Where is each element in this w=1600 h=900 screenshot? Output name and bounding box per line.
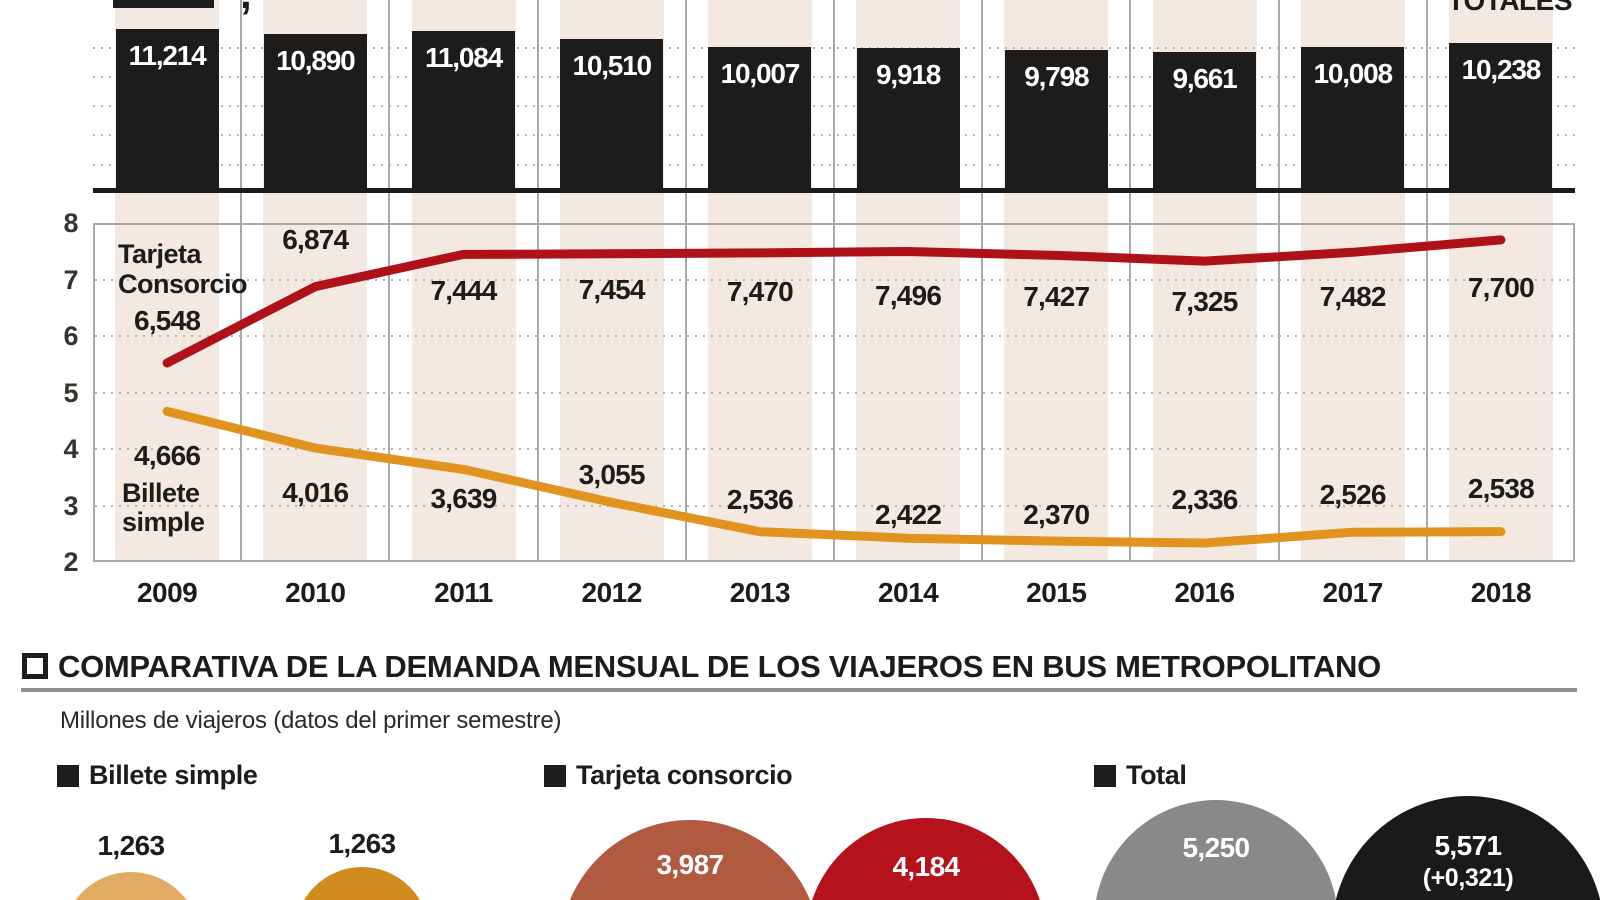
legend-label: Billete simple <box>89 760 257 791</box>
series-caption-line: simple <box>122 508 205 537</box>
section-title: COMPARATIVA DE LA DEMANDA MENSUAL DE LOS… <box>58 649 1381 685</box>
billete-point-value-label: 4,016 <box>257 477 373 509</box>
legend-swatch-icon <box>57 765 79 787</box>
tarjeta-point-value-label: 7,427 <box>998 281 1114 313</box>
series-caption-billete-simple: Billete simple <box>122 479 205 537</box>
tarjeta-point-value-label: 7,700 <box>1443 272 1559 304</box>
bus-demand-infographic: 11,21410,89011,08410,51010,0079,9189,798… <box>0 0 1600 900</box>
bubble-value-label: 4,184 <box>846 851 1006 883</box>
section-title-rule <box>21 688 1577 692</box>
billete-point-value-label: 2,336 <box>1147 484 1263 516</box>
legend-item-total: Total <box>1094 760 1187 791</box>
tarjeta-point-value-label: 7,444 <box>406 275 522 307</box>
bubble-value-label: 1,263 <box>51 830 211 862</box>
tarjeta-point-value-label: 7,325 <box>1147 286 1263 318</box>
legend-item-tarjeta-consorcio: Tarjeta consorcio <box>544 760 792 791</box>
tarjeta-point-value-label: 7,496 <box>850 280 966 312</box>
legend-swatch-icon <box>544 765 566 787</box>
billete-point-value-label: 2,536 <box>702 484 818 516</box>
bubble-value-label: 1,263 <box>282 828 442 860</box>
legend-label: Total <box>1126 760 1187 791</box>
legend-swatch-icon <box>1094 765 1116 787</box>
billete-point-value-label: 2,422 <box>850 499 966 531</box>
series-caption-line: Billete <box>122 479 205 508</box>
series-caption-line: Tarjeta <box>118 239 247 269</box>
bubble-value-label: 5,250 <box>1136 832 1296 864</box>
bubble-delta-label: (+0,321) <box>1388 864 1548 893</box>
billete-point-value-label: 4,666 <box>109 440 225 472</box>
series-caption-tarjeta-consorcio: Tarjeta Consorcio <box>118 239 247 299</box>
section-bullet-square-icon <box>22 653 48 679</box>
billete-point-value-label: 3,055 <box>554 459 670 491</box>
billete-point-value-label: 3,639 <box>406 483 522 515</box>
tarjeta-point-value-label: 6,874 <box>257 224 373 256</box>
legend-item-billete-simple: Billete simple <box>57 760 257 791</box>
bubble-value-label: 5,571 <box>1388 830 1548 862</box>
billete-point-value-label: 2,538 <box>1443 473 1559 505</box>
tarjeta-point-value-label: 7,482 <box>1295 281 1411 313</box>
series-caption-line: Consorcio <box>118 269 247 299</box>
billete-point-value-label: 2,370 <box>998 499 1114 531</box>
tarjeta-point-value-label: 7,454 <box>554 274 670 306</box>
billete-point-value-label: 2,526 <box>1295 479 1411 511</box>
legend-label: Tarjeta consorcio <box>576 760 792 791</box>
section-subtitle: Millones de viajeros (datos del primer s… <box>60 707 561 735</box>
bubble-value-label: 3,987 <box>610 849 770 881</box>
tarjeta-point-value-label: 6,548 <box>109 305 225 337</box>
tarjeta-point-value-label: 7,470 <box>702 276 818 308</box>
